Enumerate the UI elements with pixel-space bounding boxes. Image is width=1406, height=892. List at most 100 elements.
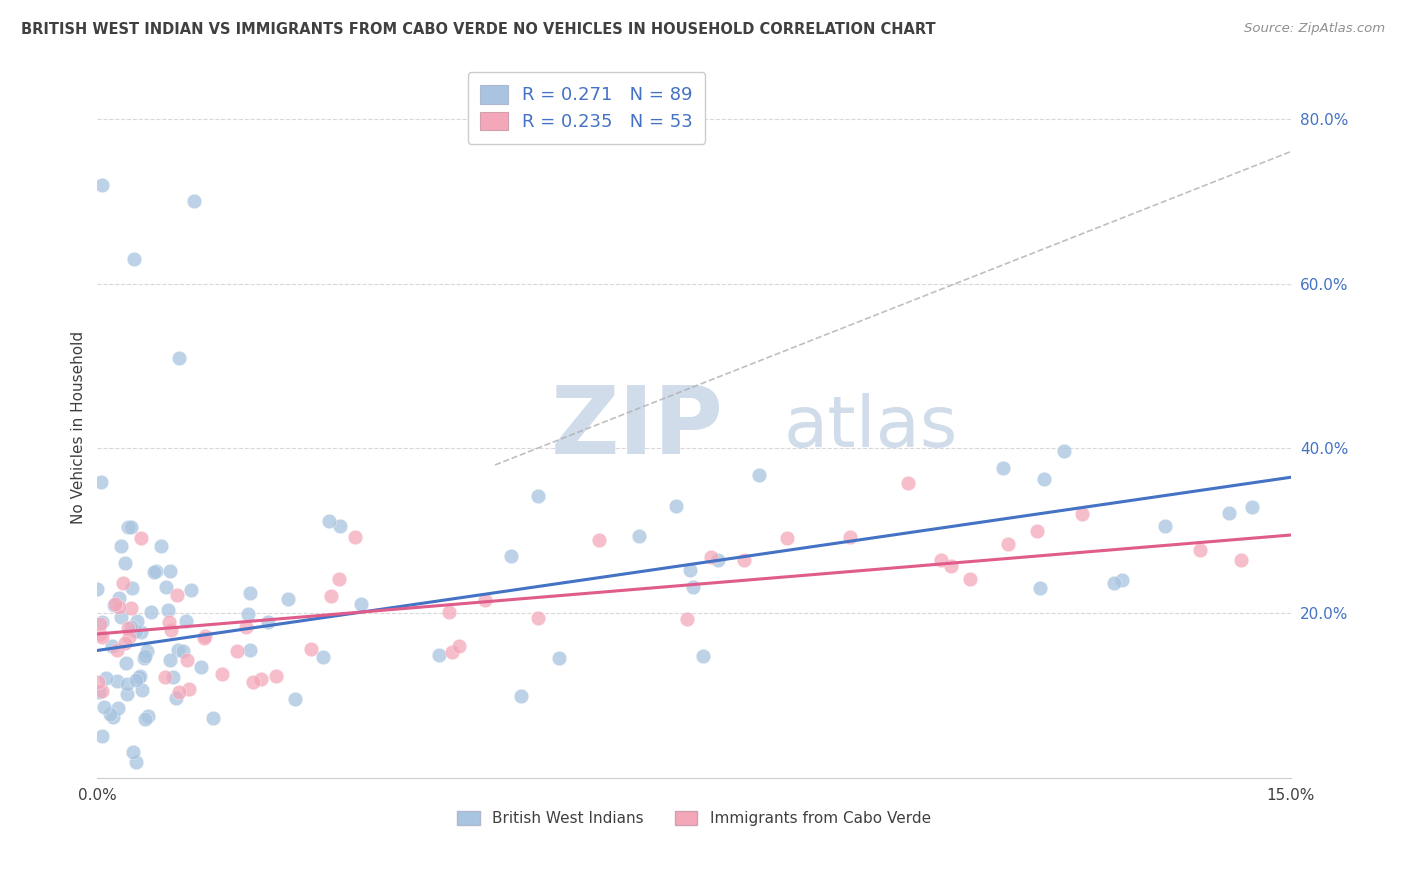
- Point: [105, 674, 128, 689]
- Point: [115, 656, 138, 670]
- Point: [665, 499, 688, 513]
- Point: [162, 670, 184, 684]
- Point: [129, 532, 152, 546]
- Point: [239, 586, 262, 600]
- Point: [155, 580, 177, 594]
- Point: [250, 672, 273, 686]
- Point: [527, 489, 550, 503]
- Point: [183, 194, 205, 208]
- Point: [1188, 543, 1211, 558]
- Point: [90, 475, 112, 489]
- Point: [110, 539, 132, 553]
- Point: [120, 520, 142, 534]
- Y-axis label: No Vehicles in Household: No Vehicles in Household: [72, 331, 86, 524]
- Point: [174, 614, 197, 628]
- Point: [167, 642, 190, 657]
- Point: [959, 573, 981, 587]
- Point: [501, 549, 523, 563]
- Point: [143, 565, 166, 579]
- Point: [1102, 576, 1125, 591]
- Point: [115, 687, 138, 701]
- Point: [897, 475, 920, 490]
- Point: [114, 556, 136, 570]
- Point: [101, 709, 124, 723]
- Text: Source: ZipAtlas.com: Source: ZipAtlas.com: [1244, 22, 1385, 36]
- Point: [193, 631, 215, 645]
- Point: [153, 670, 176, 684]
- Point: [104, 597, 127, 611]
- Text: ZIP: ZIP: [551, 382, 724, 474]
- Point: [167, 685, 190, 699]
- Point: [131, 682, 153, 697]
- Point: [509, 689, 531, 703]
- Point: [127, 614, 149, 628]
- Point: [120, 620, 142, 634]
- Point: [110, 610, 132, 624]
- Point: [107, 600, 129, 615]
- Point: [125, 624, 148, 639]
- Point: [588, 533, 610, 547]
- Point: [157, 615, 180, 630]
- Point: [991, 461, 1014, 475]
- Point: [839, 530, 862, 544]
- Point: [299, 642, 322, 657]
- Text: BRITISH WEST INDIAN VS IMMIGRANTS FROM CABO VERDE NO VEHICLES IN HOUSEHOLD CORRE: BRITISH WEST INDIAN VS IMMIGRANTS FROM C…: [21, 22, 936, 37]
- Point: [692, 648, 714, 663]
- Point: [129, 669, 152, 683]
- Point: [177, 682, 200, 697]
- Point: [107, 701, 129, 715]
- Point: [134, 712, 156, 726]
- Point: [91, 615, 114, 629]
- Text: atlas: atlas: [783, 393, 957, 462]
- Point: [134, 648, 156, 663]
- Point: [1218, 506, 1240, 520]
- Legend: British West Indians, Immigrants from Cabo Verde: British West Indians, Immigrants from Ca…: [450, 804, 938, 834]
- Point: [1154, 518, 1177, 533]
- Point: [235, 620, 257, 634]
- Point: [284, 692, 307, 706]
- Point: [627, 529, 650, 543]
- Point: [312, 649, 335, 664]
- Point: [437, 605, 460, 619]
- Point: [131, 624, 153, 639]
- Point: [114, 636, 136, 650]
- Point: [256, 615, 278, 629]
- Point: [108, 591, 131, 605]
- Point: [91, 630, 114, 644]
- Point: [118, 631, 141, 645]
- Point: [90, 683, 112, 698]
- Point: [225, 643, 247, 657]
- Point: [1111, 573, 1133, 587]
- Point: [159, 653, 181, 667]
- Point: [1053, 444, 1076, 458]
- Point: [121, 745, 143, 759]
- Point: [733, 553, 755, 567]
- Point: [1026, 524, 1049, 539]
- Point: [91, 178, 114, 192]
- Point: [527, 611, 550, 625]
- Point: [776, 531, 799, 545]
- Point: [90, 729, 112, 743]
- Point: [319, 589, 342, 603]
- Point: [676, 611, 699, 625]
- Point: [101, 639, 124, 653]
- Point: [440, 645, 463, 659]
- Point: [159, 564, 181, 578]
- Point: [236, 607, 259, 621]
- Point: [117, 621, 139, 635]
- Point: [122, 252, 145, 266]
- Point: [202, 711, 225, 725]
- Point: [125, 673, 148, 687]
- Point: [211, 666, 233, 681]
- Point: [136, 709, 159, 723]
- Point: [194, 629, 217, 643]
- Point: [329, 519, 352, 533]
- Point: [166, 588, 188, 602]
- Point: [167, 351, 190, 365]
- Point: [159, 623, 181, 637]
- Point: [682, 581, 704, 595]
- Point: [121, 581, 143, 595]
- Point: [1029, 581, 1052, 595]
- Point: [350, 597, 373, 611]
- Point: [447, 639, 470, 653]
